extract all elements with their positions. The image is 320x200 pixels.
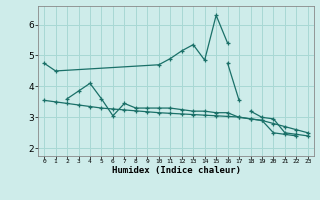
X-axis label: Humidex (Indice chaleur): Humidex (Indice chaleur) <box>111 166 241 175</box>
